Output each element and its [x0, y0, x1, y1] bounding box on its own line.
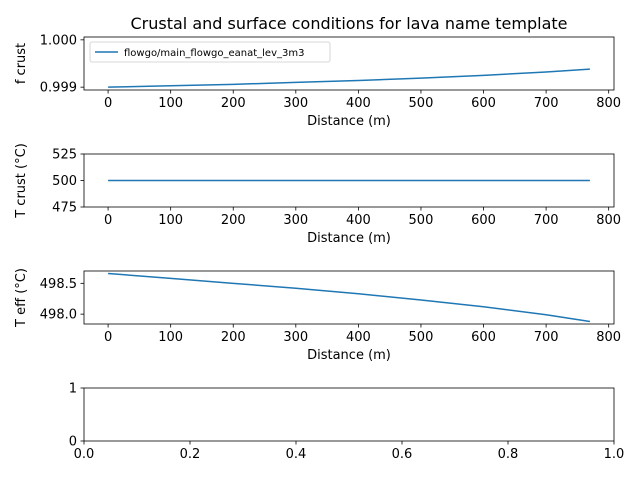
legend-box [89, 41, 331, 63]
x-tick-label: 100 [158, 96, 183, 111]
x-tick-label: 0.2 [180, 447, 201, 462]
y-tick-label: 498.5 [40, 277, 77, 292]
x-tick-label: 200 [221, 96, 246, 111]
y-axis-label: T eff (°C) [14, 268, 29, 328]
x-tick-label: 0.0 [74, 447, 95, 462]
x-tick-label: 400 [346, 330, 371, 345]
x-axis-label: Distance (m) [307, 231, 391, 246]
series-line-3-1 [108, 272, 591, 323]
x-tick-label: 100 [158, 330, 183, 345]
y-tick-label: 0 [69, 435, 77, 450]
x-tick-label: 0.4 [286, 447, 307, 462]
y-tick-label: 1.000 [40, 33, 77, 48]
x-tick-label: 700 [534, 213, 559, 228]
x-tick-label: 500 [409, 213, 434, 228]
y-axis-label: f crust [14, 43, 29, 84]
x-tick-label: 0.8 [498, 447, 519, 462]
series-line-1-1 [108, 68, 590, 88]
axes-frame [83, 387, 615, 442]
x-tick-label: 300 [283, 213, 308, 228]
x-tick-label: 500 [409, 96, 434, 111]
x-tick-label: 100 [158, 213, 183, 228]
x-tick-label: 200 [221, 213, 246, 228]
x-tick-label: 700 [534, 330, 559, 345]
x-tick-label: 800 [596, 96, 621, 111]
x-tick-label: 300 [283, 96, 308, 111]
x-tick-label: 600 [471, 96, 496, 111]
axes-frame [83, 36, 615, 91]
subplot-3: 0 100 200 300 400 500 600 700 800 498.0 498.5 Dista… [14, 268, 621, 363]
x-tick-label: 400 [346, 96, 371, 111]
x-tick-label: 500 [409, 330, 434, 345]
x-tick-label: 0 [104, 330, 112, 345]
legend: flowgo/main_flowgo_eanat_lev_3m3 [89, 41, 331, 63]
y-tick-label: 500 [52, 174, 77, 189]
x-tick-label: 0.6 [392, 447, 413, 462]
x-tick-label: 300 [283, 330, 308, 345]
figure-title: Crustal and surface conditions for lava … [130, 14, 567, 33]
x-tick-label: 0 [104, 96, 112, 111]
x-axis-label: Distance (m) [307, 114, 391, 129]
legend-label: flowgo/main_flowgo_eanat_lev_3m3 [124, 48, 304, 59]
x-tick-label: 0 [104, 213, 112, 228]
x-tick-label: 700 [534, 96, 559, 111]
x-tick-label: 600 [471, 213, 496, 228]
y-tick-label: 498.0 [40, 308, 77, 323]
x-tick-label: 800 [596, 213, 621, 228]
x-axis-label: Distance (m) [307, 348, 391, 363]
y-tick-label: 525 [52, 148, 77, 163]
x-tick-label: 800 [596, 330, 621, 345]
y-tick-label: 0.999 [40, 81, 77, 96]
y-tick-label: 1 [69, 382, 77, 397]
x-tick-label: 1.0 [604, 447, 625, 462]
subplot-4: 0.0 0.2 0.4 0.6 0.8 1.0 0 1 [69, 382, 625, 463]
x-tick-label: 400 [346, 213, 371, 228]
subplot-1: 0 100 200 300 400 500 600 700 800 0.999 1.000 Dista… [14, 33, 621, 129]
axes-frame [83, 270, 615, 325]
x-tick-label: 600 [471, 330, 496, 345]
y-tick-label: 475 [52, 201, 77, 216]
subplot-2: 0 100 200 300 400 500 600 700 800 475 500 525 Distan… [14, 143, 621, 246]
y-axis-label: T crust (°C) [14, 143, 29, 219]
x-tick-label: 200 [221, 330, 246, 345]
subplot-panels: 0 100 200 300 400 500 600 700 8000.9991.000Dista… [14, 33, 624, 462]
